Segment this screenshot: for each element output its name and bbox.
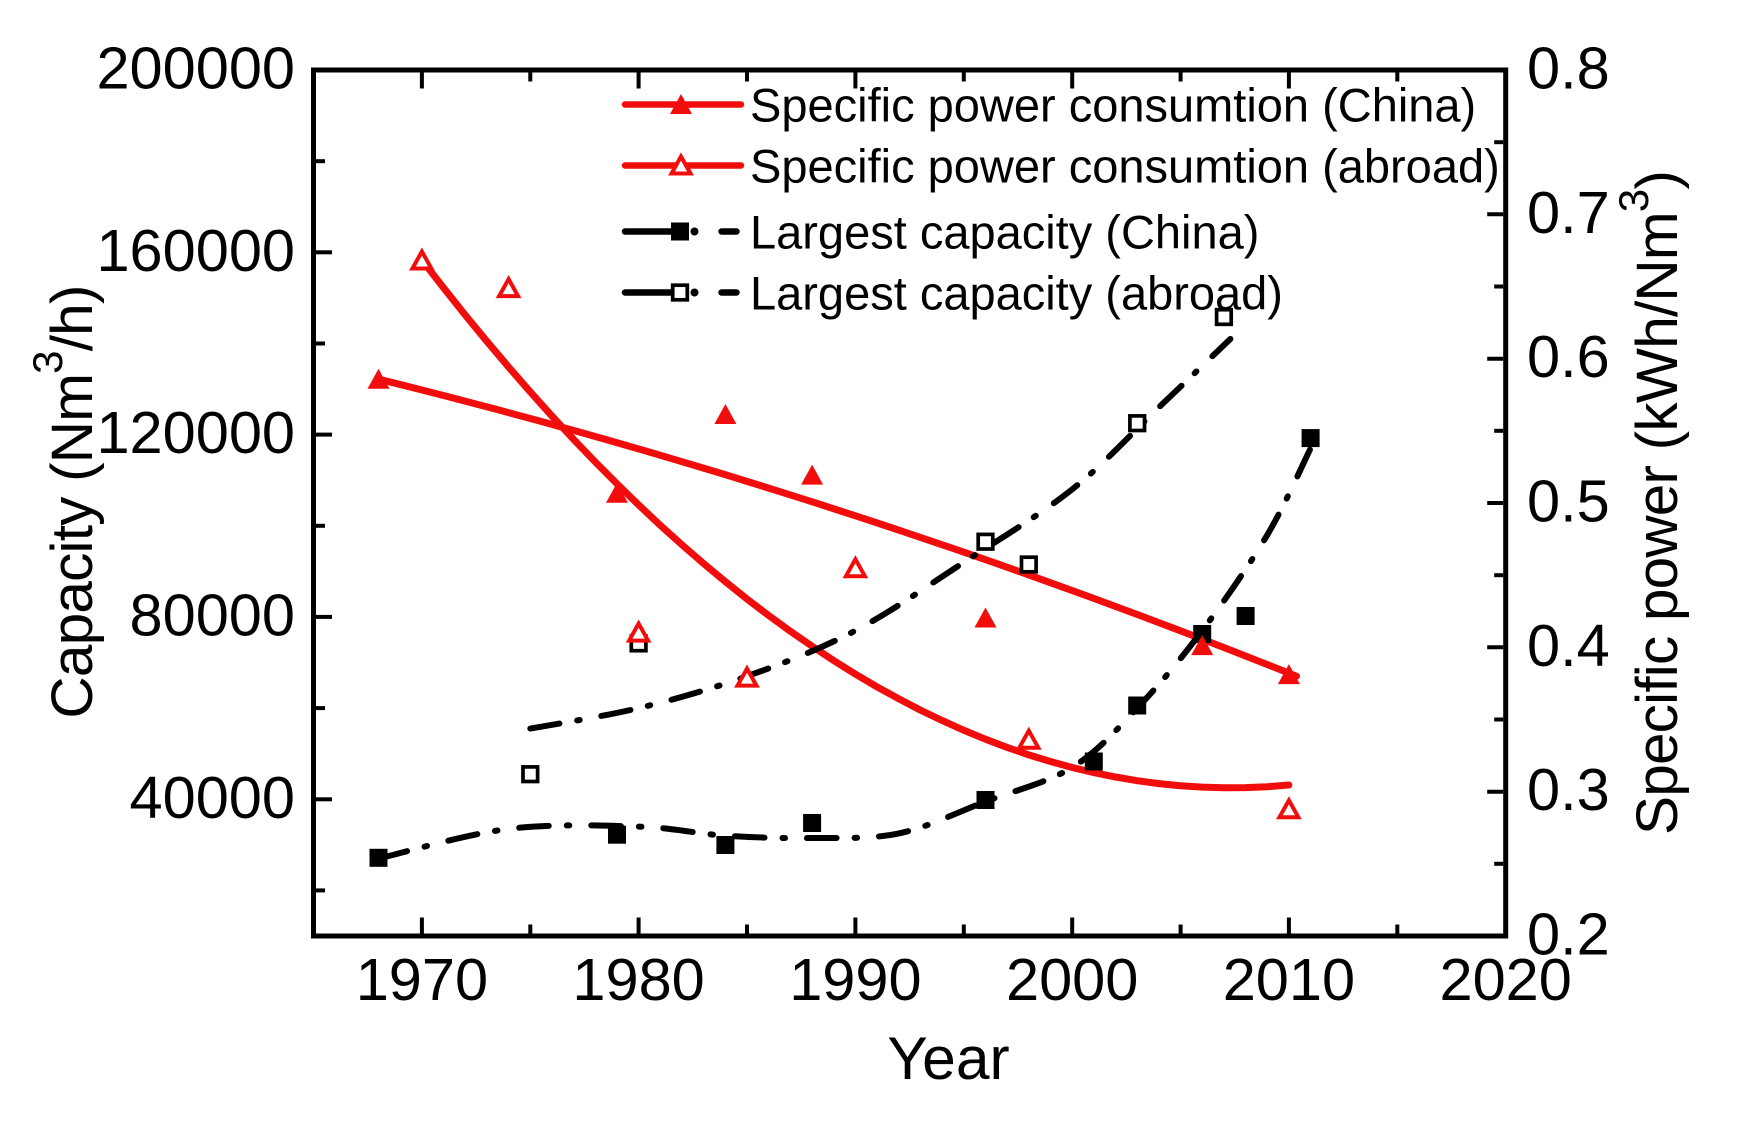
- svg-text:Specific power consumtion (Chi: Specific power consumtion (China): [750, 79, 1476, 132]
- svg-text:0.8: 0.8: [1527, 35, 1610, 102]
- svg-text:40000: 40000: [130, 764, 295, 831]
- svg-text:Year: Year: [887, 1024, 1009, 1092]
- svg-text:160000: 160000: [96, 217, 295, 284]
- svg-text:Largest capacity (China): Largest capacity (China): [750, 206, 1259, 259]
- svg-text:0.4: 0.4: [1527, 612, 1610, 679]
- svg-text:1980: 1980: [572, 946, 704, 1013]
- svg-text:1990: 1990: [789, 946, 921, 1013]
- svg-text:0.5: 0.5: [1527, 468, 1610, 535]
- svg-text:2020: 2020: [1440, 946, 1572, 1013]
- svg-text:2010: 2010: [1223, 946, 1355, 1013]
- svg-text:0.7: 0.7: [1527, 179, 1610, 246]
- svg-text:0.6: 0.6: [1527, 323, 1610, 390]
- svg-text:0.2: 0.2: [1527, 901, 1610, 968]
- svg-text:120000: 120000: [96, 399, 295, 466]
- svg-text:Largest capacity (abroad): Largest capacity (abroad): [750, 267, 1283, 320]
- svg-text:80000: 80000: [130, 581, 295, 648]
- svg-text:2000: 2000: [1006, 946, 1138, 1013]
- svg-text:0.3: 0.3: [1527, 756, 1610, 823]
- svg-text:1970: 1970: [356, 946, 488, 1013]
- svg-text:200000: 200000: [96, 35, 295, 102]
- svg-text:Specific power consumtion (abr: Specific power consumtion (abroad): [750, 140, 1500, 193]
